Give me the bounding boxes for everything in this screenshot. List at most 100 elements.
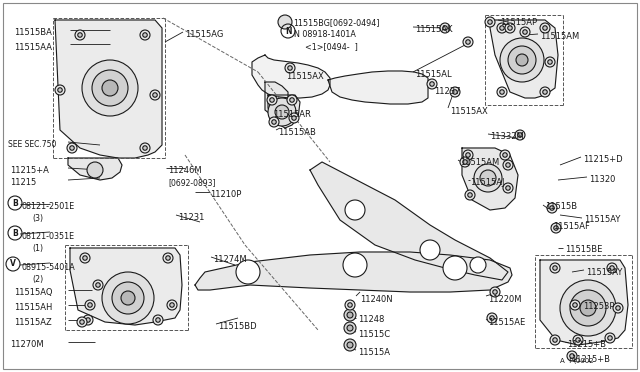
Circle shape bbox=[112, 282, 144, 314]
Circle shape bbox=[77, 317, 87, 327]
Circle shape bbox=[83, 315, 93, 325]
Text: 11332M: 11332M bbox=[490, 132, 524, 141]
Text: 11515BE: 11515BE bbox=[565, 245, 602, 254]
Circle shape bbox=[92, 70, 128, 106]
Circle shape bbox=[508, 46, 536, 74]
Text: <1>[0494-  ]: <1>[0494- ] bbox=[305, 42, 358, 51]
Circle shape bbox=[463, 160, 467, 164]
Polygon shape bbox=[70, 248, 182, 325]
Circle shape bbox=[280, 17, 290, 27]
Text: (1): (1) bbox=[32, 244, 43, 253]
Circle shape bbox=[463, 150, 473, 160]
Circle shape bbox=[96, 283, 100, 287]
Text: 11515AX: 11515AX bbox=[286, 72, 324, 81]
Circle shape bbox=[85, 300, 95, 310]
Circle shape bbox=[480, 170, 496, 186]
Circle shape bbox=[506, 163, 510, 167]
Circle shape bbox=[570, 290, 606, 326]
Circle shape bbox=[508, 26, 512, 30]
Circle shape bbox=[80, 253, 90, 263]
Circle shape bbox=[493, 290, 497, 294]
Circle shape bbox=[452, 90, 457, 94]
Text: 11515AZ: 11515AZ bbox=[14, 318, 52, 327]
Circle shape bbox=[497, 87, 507, 97]
Circle shape bbox=[170, 303, 174, 307]
Text: 11515AG: 11515AG bbox=[185, 30, 223, 39]
Circle shape bbox=[82, 60, 138, 116]
Circle shape bbox=[520, 27, 530, 37]
Text: 11515AA: 11515AA bbox=[14, 43, 52, 52]
Circle shape bbox=[344, 309, 356, 321]
Text: 11215+D: 11215+D bbox=[583, 155, 623, 164]
Circle shape bbox=[121, 291, 135, 305]
Polygon shape bbox=[68, 158, 122, 180]
Circle shape bbox=[143, 146, 147, 150]
Text: 11246M: 11246M bbox=[168, 166, 202, 175]
Circle shape bbox=[567, 351, 577, 361]
Text: 11220M: 11220M bbox=[488, 295, 522, 304]
Circle shape bbox=[268, 98, 296, 126]
Polygon shape bbox=[268, 95, 300, 128]
Circle shape bbox=[551, 223, 561, 233]
Circle shape bbox=[163, 253, 173, 263]
Text: 08915-5401A: 08915-5401A bbox=[22, 263, 76, 272]
Polygon shape bbox=[540, 260, 628, 345]
Circle shape bbox=[236, 260, 260, 284]
Text: 11215+A: 11215+A bbox=[10, 166, 49, 175]
Circle shape bbox=[503, 183, 513, 193]
Circle shape bbox=[500, 38, 544, 82]
Circle shape bbox=[548, 60, 552, 64]
Circle shape bbox=[440, 23, 450, 33]
Circle shape bbox=[345, 200, 365, 220]
Circle shape bbox=[150, 90, 160, 100]
Circle shape bbox=[269, 98, 275, 102]
Text: 11515AJ: 11515AJ bbox=[470, 178, 504, 187]
Polygon shape bbox=[310, 162, 508, 280]
Circle shape bbox=[102, 80, 118, 96]
Circle shape bbox=[607, 263, 617, 273]
Text: 11515BA: 11515BA bbox=[14, 28, 52, 37]
Text: 08121-0351E: 08121-0351E bbox=[22, 232, 75, 241]
Circle shape bbox=[153, 93, 157, 97]
Circle shape bbox=[460, 157, 470, 167]
Text: N: N bbox=[285, 26, 291, 35]
Circle shape bbox=[543, 26, 547, 30]
Circle shape bbox=[429, 82, 435, 86]
Circle shape bbox=[67, 143, 77, 153]
Circle shape bbox=[86, 318, 90, 322]
Circle shape bbox=[518, 133, 522, 137]
Circle shape bbox=[465, 190, 475, 200]
Circle shape bbox=[143, 33, 147, 37]
Circle shape bbox=[500, 90, 504, 94]
Circle shape bbox=[93, 280, 103, 290]
Circle shape bbox=[500, 26, 504, 30]
Circle shape bbox=[156, 318, 160, 322]
Polygon shape bbox=[55, 20, 162, 158]
Circle shape bbox=[570, 354, 574, 358]
Circle shape bbox=[545, 57, 555, 67]
Circle shape bbox=[55, 85, 65, 95]
Circle shape bbox=[463, 37, 473, 47]
Circle shape bbox=[468, 193, 472, 197]
Circle shape bbox=[88, 303, 92, 307]
Text: N 08918-1401A: N 08918-1401A bbox=[294, 30, 356, 39]
Text: 11215+B: 11215+B bbox=[567, 340, 606, 349]
Text: 11515A: 11515A bbox=[358, 348, 390, 357]
Text: V: V bbox=[10, 260, 16, 269]
Circle shape bbox=[515, 130, 525, 140]
Text: 11515AQ: 11515AQ bbox=[14, 288, 52, 297]
Circle shape bbox=[466, 40, 470, 44]
Circle shape bbox=[466, 153, 470, 157]
Text: 11215: 11215 bbox=[10, 178, 36, 187]
Text: 11515AH: 11515AH bbox=[14, 303, 52, 312]
Text: 11515BD: 11515BD bbox=[218, 322, 257, 331]
Circle shape bbox=[553, 338, 557, 342]
Text: 11270M: 11270M bbox=[10, 340, 44, 349]
Text: 11515AL: 11515AL bbox=[415, 70, 452, 79]
Text: 11237: 11237 bbox=[434, 87, 461, 96]
Circle shape bbox=[560, 280, 616, 336]
Text: 11515AB: 11515AB bbox=[278, 128, 316, 137]
Text: 11515AE: 11515AE bbox=[488, 318, 525, 327]
Circle shape bbox=[153, 315, 163, 325]
Circle shape bbox=[497, 23, 507, 33]
